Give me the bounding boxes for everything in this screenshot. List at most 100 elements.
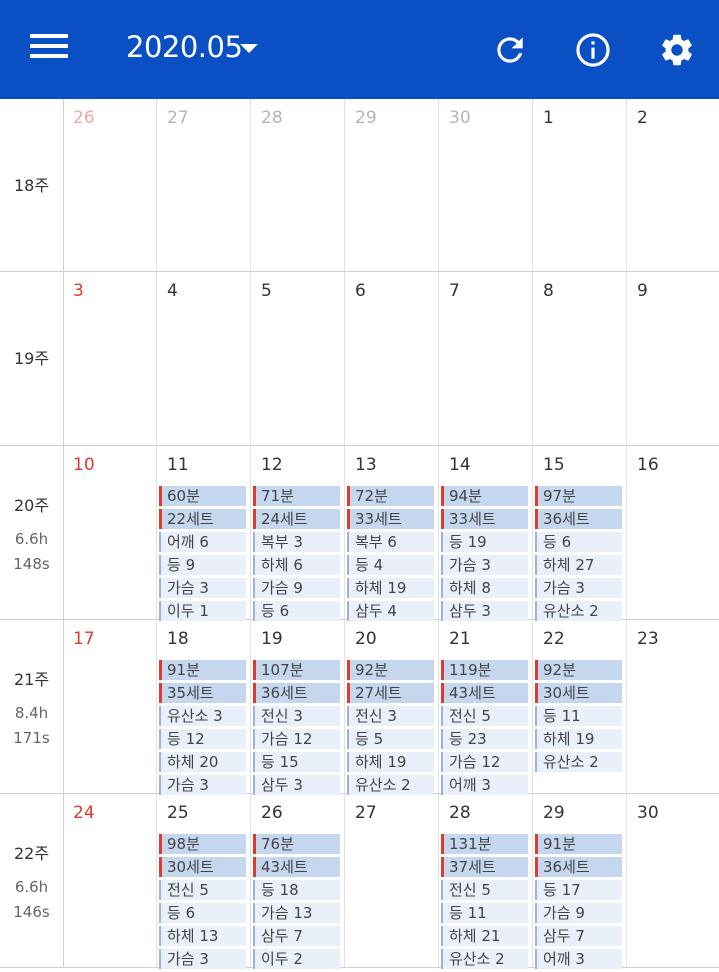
day-cell[interactable]: 2 [627, 99, 718, 271]
muscle-chip: 어깨 3 [535, 949, 622, 969]
week-summary[interactable]: 21주 8.4h 171s [0, 620, 64, 793]
month-selector[interactable]: 2020.05 [126, 30, 243, 64]
day-cell[interactable]: 6 [345, 272, 439, 445]
muscle-chip: 등 9 [159, 555, 246, 575]
day-cell[interactable]: 23 [627, 620, 718, 793]
day-cell[interactable]: 3 [63, 272, 157, 445]
muscle-chip: 하체 27 [535, 555, 622, 575]
week-summary[interactable]: 19주 [0, 272, 64, 445]
duration-chip: 98분 [159, 834, 246, 854]
day-number: 29 [543, 803, 565, 823]
sets-chip: 30세트 [535, 683, 622, 703]
duration-chip: 76분 [253, 834, 340, 854]
muscle-chip: 등 11 [535, 706, 622, 726]
sets-chip: 24세트 [253, 509, 340, 529]
day-cell[interactable]: 27 [157, 99, 251, 271]
duration-chip: 94분 [441, 486, 528, 506]
day-cell[interactable]: 26 76분 43세트 등 18 가슴 13 삼두 7 이두 2 [251, 794, 345, 969]
muscle-chip: 등 5 [347, 729, 434, 749]
day-cell[interactable]: 25 98분 30세트 전신 5 등 6 하체 13 가슴 3 [157, 794, 251, 969]
day-cell[interactable]: 19 107분 36세트 전신 3 가슴 12 등 15 삼두 3 [251, 620, 345, 795]
day-cell[interactable]: 18 91분 35세트 유산소 3 등 12 하체 20 가슴 3 [157, 620, 251, 795]
week-summary[interactable]: 20주 6.6h 148s [0, 446, 64, 619]
settings-icon[interactable] [658, 31, 696, 69]
day-cell[interactable]: 11 60분 22세트 어깨 6 등 9 가슴 3 이두 1 [157, 446, 251, 621]
day-cell[interactable]: 27 [345, 794, 439, 967]
day-number: 26 [73, 108, 95, 128]
muscle-chip: 전신 5 [159, 880, 246, 900]
day-cell[interactable]: 28 [251, 99, 345, 271]
day-cell[interactable]: 8 [533, 272, 627, 445]
day-cell[interactable]: 26 [63, 99, 157, 271]
day-cell[interactable]: 28 131분 37세트 전신 5 등 11 하체 21 유산소 2 [439, 794, 533, 969]
week-label: 20주 [13, 496, 50, 515]
muscle-chip: 어깨 3 [441, 775, 528, 795]
day-number: 23 [637, 629, 659, 649]
week-hours: 6.6h [14, 878, 49, 896]
week-hours: 6.6h [14, 530, 49, 548]
muscle-chip: 등 19 [441, 532, 528, 552]
week-sets: 171s [13, 729, 50, 747]
day-cell[interactable]: 14 94분 33세트 등 19 가슴 3 하체 8 삼두 3 [439, 446, 533, 621]
muscle-chip: 가슴 3 [535, 578, 622, 598]
workout-summary: 92분 30세트 등 11 하체 19 유산소 2 [535, 660, 622, 775]
calendar-grid: 18주 26 27 28 29 30 1 2 19주 3 4 5 6 7 8 9 20주 6.6h 148s 10 11… [0, 99, 719, 969]
day-number: 28 [261, 108, 283, 128]
day-cell[interactable]: 20 92분 27세트 전신 3 등 5 하체 19 유산소 2 [345, 620, 439, 795]
sets-chip: 35세트 [159, 683, 246, 703]
day-cell[interactable]: 5 [251, 272, 345, 445]
day-number: 4 [167, 281, 178, 301]
muscle-chip: 하체 19 [347, 578, 434, 598]
workout-summary: 71분 24세트 복부 3 하체 6 가슴 9 등 6 [253, 486, 340, 624]
day-cell[interactable]: 4 [157, 272, 251, 445]
day-cell[interactable]: 9 [627, 272, 718, 445]
day-cell[interactable]: 12 71분 24세트 복부 3 하체 6 가슴 9 등 6 [251, 446, 345, 621]
workout-summary: 107분 36세트 전신 3 가슴 12 등 15 삼두 3 [253, 660, 340, 798]
duration-chip: 107분 [253, 660, 340, 680]
day-cell[interactable]: 24 [63, 794, 157, 967]
duration-chip: 97분 [535, 486, 622, 506]
day-cell[interactable]: 29 [345, 99, 439, 271]
day-cell[interactable]: 7 [439, 272, 533, 445]
day-number: 14 [449, 455, 471, 475]
duration-chip: 91분 [159, 660, 246, 680]
week-summary[interactable]: 22주 6.6h 146s [0, 794, 64, 967]
sets-chip: 37세트 [441, 857, 528, 877]
muscle-chip: 등 23 [441, 729, 528, 749]
day-cell[interactable]: 30 [439, 99, 533, 271]
workout-summary: 98분 30세트 전신 5 등 6 하체 13 가슴 3 [159, 834, 246, 972]
muscle-chip: 어깨 6 [159, 532, 246, 552]
muscle-chip: 유산소 2 [535, 752, 622, 772]
muscle-chip: 유산소 3 [159, 706, 246, 726]
muscle-chip: 삼두 3 [253, 775, 340, 795]
day-cell[interactable]: 17 [63, 620, 157, 793]
menu-icon[interactable] [30, 34, 68, 66]
week-label: 22주 [13, 844, 50, 863]
day-cell[interactable]: 30 [627, 794, 718, 967]
info-icon[interactable] [574, 31, 612, 69]
day-number: 6 [355, 281, 366, 301]
muscle-chip: 등 12 [159, 729, 246, 749]
day-cell[interactable]: 15 97분 36세트 등 6 하체 27 가슴 3 유산소 2 [533, 446, 627, 621]
day-number: 24 [73, 803, 95, 823]
chevron-down-icon[interactable] [240, 44, 258, 53]
day-cell[interactable]: 16 [627, 446, 718, 619]
day-number: 8 [543, 281, 554, 301]
day-number: 29 [355, 108, 377, 128]
week-row: 20주 6.6h 148s 10 11 60분 22세트 어깨 6 등 9 가슴 3 이두 1 12 7… [0, 446, 719, 621]
day-cell[interactable]: 10 [63, 446, 157, 619]
week-summary[interactable]: 18주 [0, 99, 64, 271]
muscle-chip: 등 18 [253, 880, 340, 900]
day-cell[interactable]: 1 [533, 99, 627, 271]
day-cell[interactable]: 21 119분 43세트 전신 5 등 23 가슴 12 어깨 3 [439, 620, 533, 795]
workout-summary: 91분 36세트 등 17 가슴 9 삼두 7 어깨 3 [535, 834, 622, 972]
day-number: 25 [167, 803, 189, 823]
week-hours: 8.4h [14, 704, 49, 722]
day-number: 18 [167, 629, 189, 649]
day-cell[interactable]: 29 91분 36세트 등 17 가슴 9 삼두 7 어깨 3 [533, 794, 627, 969]
workout-summary: 94분 33세트 등 19 가슴 3 하체 8 삼두 3 [441, 486, 528, 624]
workout-summary: 131분 37세트 전신 5 등 11 하체 21 유산소 2 [441, 834, 528, 972]
day-cell[interactable]: 22 92분 30세트 등 11 하체 19 유산소 2 [533, 620, 627, 793]
day-cell[interactable]: 13 72분 33세트 복부 6 등 4 하체 19 삼두 4 [345, 446, 439, 621]
refresh-icon[interactable] [491, 31, 529, 69]
